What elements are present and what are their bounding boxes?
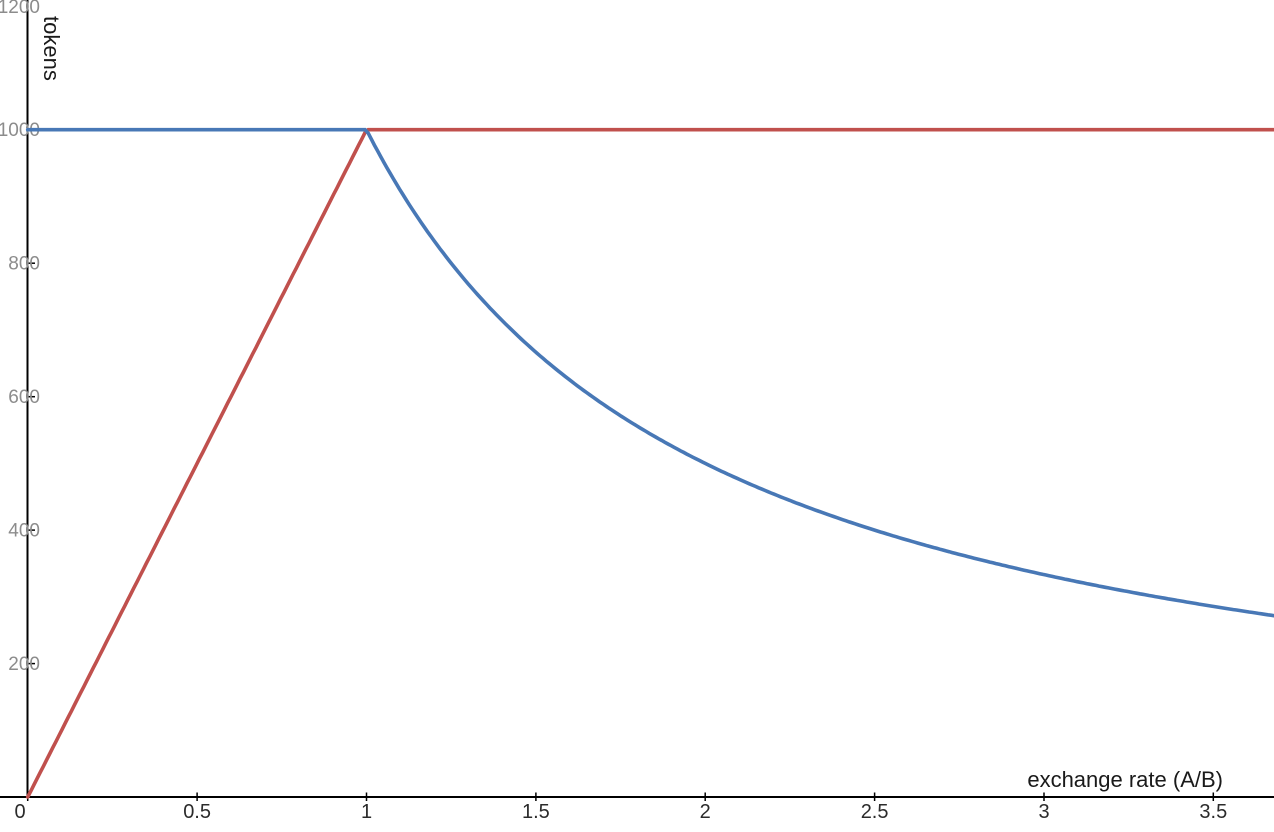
svg-text:600: 600 (8, 387, 40, 408)
svg-text:tokens: tokens (39, 16, 64, 81)
svg-text:1200: 1200 (0, 0, 40, 18)
svg-text:200: 200 (8, 654, 40, 675)
svg-text:1: 1 (361, 801, 372, 823)
svg-text:2: 2 (700, 801, 711, 823)
svg-text:0.5: 0.5 (183, 801, 211, 823)
svg-text:400: 400 (8, 521, 40, 542)
svg-text:1.5: 1.5 (522, 801, 550, 823)
svg-text:exchange rate (A/B): exchange rate (A/B) (1027, 767, 1223, 792)
svg-text:2.5: 2.5 (861, 801, 889, 823)
svg-text:3.5: 3.5 (1199, 801, 1227, 823)
svg-text:800: 800 (8, 254, 40, 275)
svg-text:0: 0 (14, 801, 25, 823)
svg-text:3: 3 (1038, 801, 1049, 823)
